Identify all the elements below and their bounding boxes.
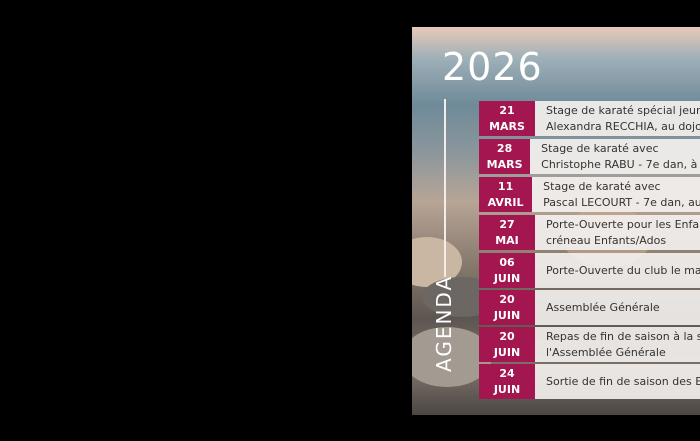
- agenda-event[interactable]: 24 JUIN Sortie de fin de saison des Enf: [479, 364, 700, 399]
- event-month: MAI: [495, 233, 519, 247]
- event-date: 06 JUIN: [479, 253, 535, 288]
- event-date: 21 MARS: [479, 101, 535, 136]
- event-description: Sortie de fin de saison des Enf: [535, 364, 700, 399]
- event-day: 27: [499, 217, 515, 231]
- event-line1: Porte-Ouverte du club le matin: [546, 263, 700, 277]
- event-description: Stage de karaté avec Christophe RABU - 7e…: [530, 139, 700, 174]
- divider: [444, 99, 446, 277]
- event-date: 24 JUIN: [479, 364, 535, 399]
- agenda-event[interactable]: 28 MARS Stage de karaté avec Christophe RA…: [479, 139, 700, 174]
- year-title: 2026: [442, 45, 543, 89]
- event-month: MARS: [486, 157, 523, 171]
- event-day: 20: [499, 292, 515, 306]
- event-date: 20 JUIN: [479, 327, 535, 362]
- event-date: 11 AVRIL: [479, 177, 533, 212]
- event-month: MARS: [489, 119, 525, 133]
- event-line2: l'Assemblée Générale: [546, 345, 666, 359]
- event-description: Stage de karaté avec Pascal LECOURT - 7e …: [532, 177, 700, 212]
- agenda-event[interactable]: 27 MAI Porte-Ouverte pour les Enfants crén…: [479, 215, 700, 250]
- agenda-event[interactable]: 20 JUIN Repas de fin de saison à la sui l'…: [479, 327, 700, 362]
- event-day: 28: [496, 141, 513, 155]
- event-date: 20 JUIN: [479, 290, 535, 325]
- event-day: 11: [497, 179, 514, 193]
- event-month: JUIN: [493, 345, 521, 359]
- event-line1: Sortie de fin de saison des Enf: [546, 374, 700, 388]
- event-date: 28 MARS: [479, 139, 531, 174]
- event-day: 20: [499, 329, 515, 343]
- event-line1: Stage de karaté spécial jeunes: [546, 103, 700, 117]
- event-description: Repas de fin de saison à la sui l'Assembl…: [535, 327, 700, 362]
- agenda-event[interactable]: 11 AVRIL Stage de karaté avec Pascal LECOU…: [479, 177, 700, 212]
- agenda-event[interactable]: 21 MARS Stage de karaté spécial jeunes Ale…: [479, 101, 700, 136]
- agenda-panel: 2026 AGENDA 21 MARS Stage de karaté spéci…: [412, 27, 700, 415]
- event-line2: Pascal LECOURT - 7e dan, au do: [543, 195, 700, 209]
- event-description: Porte-Ouverte du club le matin: [535, 253, 700, 288]
- event-line2: créneau Enfants/Ados: [546, 233, 667, 247]
- event-line1: Repas de fin de saison à la sui: [546, 329, 700, 343]
- event-description: Assemblée Générale: [535, 290, 700, 325]
- event-day: 21: [499, 103, 515, 117]
- event-day: 06: [499, 255, 515, 269]
- event-line1: Stage de karaté avec: [543, 179, 661, 193]
- event-description: Porte-Ouverte pour les Enfants créneau En…: [535, 215, 700, 250]
- event-month: AVRIL: [487, 195, 524, 209]
- event-line2: Christophe RABU - 7e dan, à MO: [541, 157, 700, 171]
- event-month: JUIN: [493, 308, 521, 322]
- event-day: 24: [499, 366, 515, 380]
- event-month: JUIN: [493, 271, 521, 285]
- agenda-event[interactable]: 06 JUIN Porte-Ouverte du club le matin: [479, 253, 700, 288]
- event-description: Stage de karaté spécial jeunes Alexandra …: [535, 101, 700, 136]
- event-line2: Alexandra RECCHIA, au dojo: [546, 119, 700, 133]
- agenda-event[interactable]: 20 JUIN Assemblée Générale: [479, 290, 700, 325]
- event-line1: Porte-Ouverte pour les Enfants: [546, 217, 700, 231]
- event-month: JUIN: [493, 382, 521, 396]
- event-line1: Stage de karaté avec: [541, 141, 659, 155]
- section-title: AGENDA: [432, 274, 456, 372]
- event-line1: Assemblée Générale: [546, 300, 660, 314]
- event-date: 27 MAI: [479, 215, 535, 250]
